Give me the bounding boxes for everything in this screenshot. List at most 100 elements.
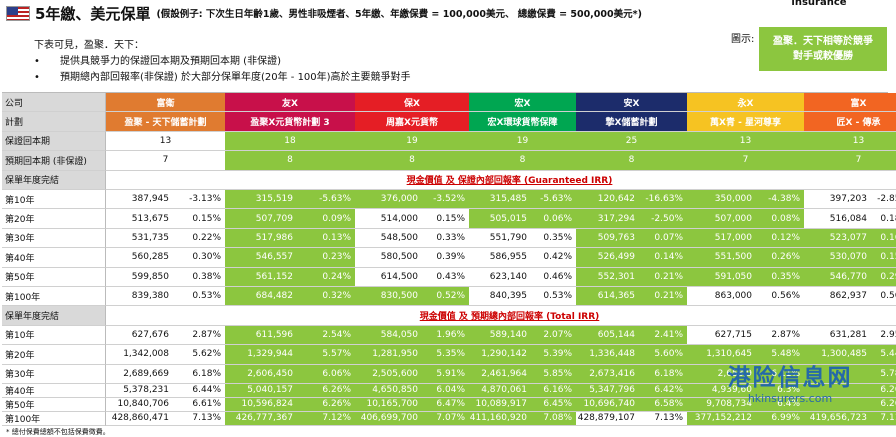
- irr-cell: -3.52%: [422, 189, 469, 210]
- irr-cell: 0.33%: [422, 228, 469, 249]
- irr-cell: 0.23%: [297, 248, 355, 268]
- irr-cell: 0.07%: [639, 228, 687, 249]
- intro-text: 下表可見，盈聚．天下： • 提供具競爭力的保證回本期及預期回本期 (非保證) • 預…: [34, 38, 411, 86]
- cash-value-cell: 514,000: [355, 209, 422, 229]
- irr-cell: 7.12%: [297, 411, 355, 426]
- company-name: 永X: [687, 93, 804, 113]
- irr-cell: 0.35%: [531, 228, 576, 249]
- legend-box: 盈聚．天下相等於競爭 對手或較優勝: [759, 27, 887, 71]
- cash-value-cell: 4,939,60: [687, 383, 756, 398]
- cash-value-cell: 426,777,367: [225, 411, 297, 426]
- irr-cell: 1.96%: [422, 325, 469, 346]
- cash-value-cell: 507,709: [225, 209, 297, 229]
- irr-cell: 0.12%: [756, 228, 804, 249]
- irr-cell: 0.39%: [422, 248, 469, 268]
- cash-value-cell: 419,656,723: [804, 411, 871, 426]
- breakeven-cell: 13: [106, 131, 225, 152]
- company-name: 宏X: [469, 93, 576, 113]
- cash-value-cell: 599,850: [106, 267, 173, 287]
- intro-lead: 下表可見，盈聚．天下：: [34, 40, 144, 51]
- insurance-logo: insurance: [791, 0, 847, 8]
- irr-cell: 0.06%: [531, 209, 576, 229]
- year-label: 第50年: [2, 397, 106, 412]
- cash-value-cell: 509,763: [576, 228, 639, 249]
- irr-cell: 5.62%: [173, 345, 225, 365]
- cash-value-cell: 614,500: [355, 267, 422, 287]
- irr-cell: 6.44%: [173, 383, 225, 398]
- row-label: 計劃: [2, 112, 106, 132]
- irr-cell: 6.99%: [756, 411, 804, 426]
- company-name: 富X: [804, 93, 896, 113]
- row-label: 公司: [2, 93, 106, 113]
- irr-cell: 0.15%: [422, 209, 469, 229]
- irr-cell: 5.78%: [871, 364, 896, 384]
- irr-cell: 7.07%: [422, 411, 469, 426]
- cash-value-cell: 552,301: [576, 267, 639, 287]
- irr-cell: 0.09%: [297, 209, 355, 229]
- cash-value-cell: 516,084: [804, 209, 871, 229]
- irr-cell: 5.35%: [422, 345, 469, 365]
- irr-cell: 0.24%: [297, 267, 355, 287]
- cash-value-cell: 627,715: [687, 325, 756, 346]
- cash-value-cell: 863,000: [687, 286, 756, 307]
- cash-value-cell: 5,378,231: [106, 383, 173, 398]
- cash-value-cell: 317,294: [576, 209, 639, 229]
- cash-value-cell: 1,290,142: [469, 345, 531, 365]
- cash-value-cell: 2,461,964: [469, 364, 531, 384]
- irr-cell: 0.13%: [297, 228, 355, 249]
- footnote: * 總付保費總額不包括保費徵費。: [6, 428, 110, 436]
- cash-value-cell: 2,505,600: [355, 364, 422, 384]
- irr-cell: 6.42%: [639, 383, 687, 398]
- cash-value-cell: 551,500: [687, 248, 756, 268]
- irr-cell: 2.95%: [871, 325, 896, 346]
- irr-cell: 6.11%: [756, 364, 804, 384]
- irr-cell: 2.87%: [756, 325, 804, 346]
- year-label: 第40年: [2, 383, 106, 398]
- year-label: 第20年: [2, 209, 106, 229]
- irr-cell: 6.16%: [531, 383, 576, 398]
- irr-cell: 7.11%: [871, 411, 896, 426]
- irr-cell: -3.13%: [173, 189, 225, 210]
- intro-bullet: 預期總內部回報率(非保證) 於大部分保單年度(20年 - 100年)高於主要競爭…: [60, 72, 411, 83]
- cash-value-cell: [804, 383, 871, 398]
- cash-value-cell: 2,606,450: [225, 364, 297, 384]
- cash-value-cell: 2,658,9: [687, 364, 756, 384]
- header: 5年繳、美元保單 (假設例子: 下次生日年齡1歲、男性非吸煙者、5年繳、年繳保費…: [6, 4, 726, 23]
- irr-cell: -5.63%: [531, 189, 576, 210]
- cash-value-cell: 627,676: [106, 325, 173, 346]
- cash-value-cell: 517,000: [687, 228, 756, 249]
- cash-value-cell: 1,281,950: [355, 345, 422, 365]
- irr-cell: 0.43%: [422, 267, 469, 287]
- cash-value-cell: 839,380: [106, 286, 173, 307]
- irr-cell: 5.60%: [639, 345, 687, 365]
- irr-cell: 0.32%: [297, 286, 355, 307]
- breakeven-cell: 19: [469, 131, 576, 152]
- cash-value-cell: 4,650,850: [355, 383, 422, 398]
- intro-bullet: 提供具競爭力的保證回本期及預期回本期 (非保證): [60, 56, 281, 67]
- irr-cell: 0.29%: [871, 267, 896, 287]
- cash-value-cell: 526,499: [576, 248, 639, 268]
- breakeven-cell: 7: [106, 151, 225, 171]
- cash-value-cell: 530,070: [804, 248, 871, 268]
- cash-value-cell: 505,015: [469, 209, 531, 229]
- cash-value-cell: 377,152,212: [687, 411, 756, 426]
- irr-cell: 0.53%: [173, 286, 225, 307]
- year-label: 第10年: [2, 189, 106, 210]
- cash-value-cell: 5,347,796: [576, 383, 639, 398]
- company-name: 富衛: [106, 93, 225, 113]
- cash-value-cell: 548,500: [355, 228, 422, 249]
- company-name: 保X: [355, 93, 469, 113]
- page-subtitle: (假設例子: 下次生日年齡1歲、男性非吸煙者、5年繳、年繳保費 = 100,00…: [156, 9, 642, 20]
- irr-cell: 0.22%: [173, 228, 225, 249]
- plan-name: 摯X儲蓄計劃: [576, 112, 687, 132]
- irr-cell: 7.13%: [173, 411, 225, 426]
- irr-cell: 5.48%: [756, 345, 804, 365]
- irr-cell: 5.85%: [531, 364, 576, 384]
- watermark-en: hkinsurers.com: [747, 392, 833, 405]
- irr-cell: 5.91%: [422, 364, 469, 384]
- breakeven-cell: 19: [355, 131, 469, 152]
- cash-value-cell: 586,955: [469, 248, 531, 268]
- company-name: 安X: [576, 93, 687, 113]
- cash-value-cell: 560,285: [106, 248, 173, 268]
